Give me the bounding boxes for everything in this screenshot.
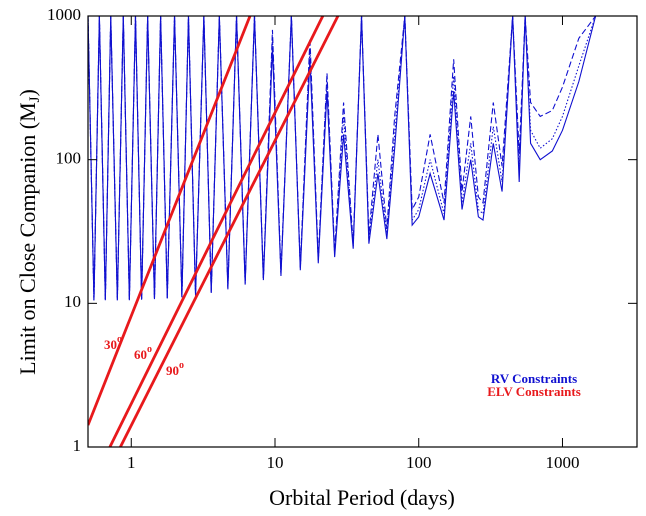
x-axis-label: Orbital Period (days)	[269, 485, 455, 510]
x-tick-label: 10	[267, 453, 284, 472]
plot-frame	[87, 15, 638, 448]
y-tick-label: 100	[56, 149, 82, 168]
y-axis-label: Limit on Close Companion (MJ)	[15, 89, 43, 375]
angle-label: 30o	[104, 334, 122, 352]
y-axis-label-main: Limit on Close Companion (M	[15, 102, 40, 375]
angle-value: 90	[166, 363, 179, 378]
angle-label: 90o	[166, 360, 184, 378]
y-tick-label: 1	[73, 436, 82, 455]
legend-entry: ELV Constraints	[487, 384, 581, 399]
x-tick-label: 100	[406, 453, 432, 472]
angle-value: 30	[104, 337, 117, 352]
rv-curve	[88, 16, 606, 301]
angle-degree: o	[147, 344, 152, 355]
angle-label: 60o	[134, 344, 152, 362]
x-tick-label: 1000	[545, 453, 579, 472]
angle-degree: o	[179, 360, 184, 371]
rv-curve	[88, 16, 606, 301]
y-axis-label-sub: J	[27, 96, 43, 102]
angle-value: 60	[134, 347, 147, 362]
elv-line	[119, 16, 340, 447]
elv-line	[88, 16, 252, 426]
x-tick-label: 1	[127, 453, 136, 472]
plot-area	[88, 16, 606, 447]
y-tick-label: 1000	[47, 5, 81, 24]
elv-line	[108, 16, 325, 447]
legend-entry: RV Constraints	[491, 371, 577, 386]
y-tick-label: 10	[64, 292, 81, 311]
y-axis-label-end: )	[15, 89, 40, 96]
angle-degree: o	[117, 334, 122, 345]
